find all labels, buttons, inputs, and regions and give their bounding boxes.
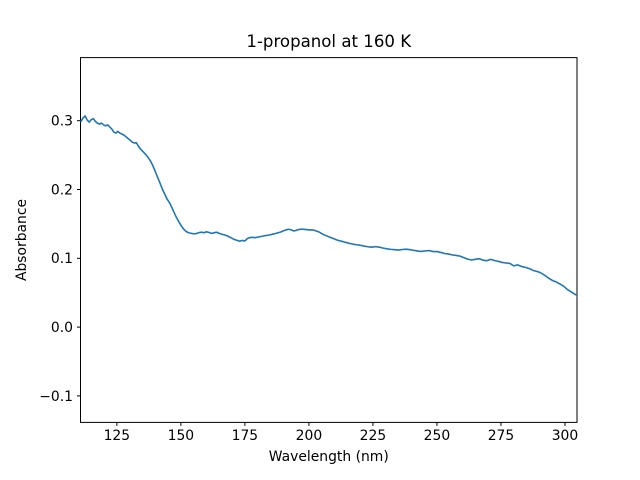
y-tick-label: 0.3 — [51, 114, 73, 130]
y-tick-label: 0.0 — [51, 320, 73, 336]
x-tick-label: 275 — [488, 428, 515, 444]
x-tick-label: 200 — [296, 428, 323, 444]
y-axis-label: Absorbance — [14, 199, 30, 281]
x-tick-label: 225 — [360, 428, 387, 444]
x-axis-label: Wavelength (nm) — [269, 449, 389, 465]
chart-title: 1-propanol at 160 K — [246, 32, 412, 51]
x-tick-label: 250 — [424, 428, 451, 444]
x-tick-label: 150 — [168, 428, 195, 444]
y-tick-label: 0.2 — [51, 182, 73, 198]
absorbance-curve — [80, 115, 578, 297]
x-tick-label: 175 — [232, 428, 259, 444]
axes-frame — [80, 57, 578, 423]
y-tick-label: 0.1 — [51, 251, 73, 267]
x-tick-label: 125 — [104, 428, 131, 444]
x-tick-label: 300 — [552, 428, 579, 444]
x-axis: 125 150 175 200 225 250 275 300 — [104, 422, 579, 444]
y-tick-label: −0.1 — [39, 389, 73, 405]
y-axis: −0.1 0.0 0.1 0.2 0.3 — [39, 114, 81, 405]
